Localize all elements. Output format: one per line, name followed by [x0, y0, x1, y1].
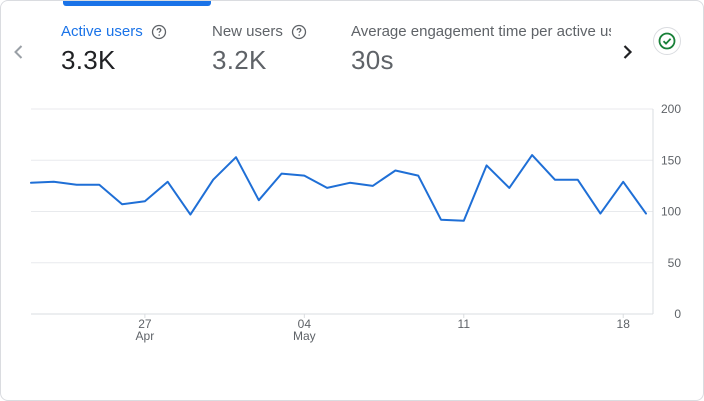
data-point [598, 212, 602, 216]
data-point [302, 174, 306, 178]
data-point [507, 186, 511, 190]
data-point [371, 184, 375, 188]
data-point [325, 186, 329, 190]
tab-new-users[interactable]: New users 3.2K [202, 1, 332, 81]
help-circle-icon[interactable] [151, 24, 167, 40]
y-tick-label: 200 [661, 102, 681, 116]
tab-label-text: Active users [61, 23, 143, 40]
help-circle-icon[interactable] [291, 24, 307, 40]
x-tick-month-label: May [293, 329, 316, 343]
data-point [143, 199, 147, 203]
data-point [75, 183, 79, 187]
data-point [553, 178, 557, 182]
data-point [439, 218, 443, 222]
y-tick-label: 50 [668, 256, 682, 270]
data-point [257, 198, 261, 202]
x-tick-label: 18 [617, 317, 631, 331]
data-point [621, 180, 625, 184]
data-point [393, 169, 397, 173]
data-point [644, 212, 648, 216]
data-point [530, 153, 534, 157]
x-tick-label: 04 [298, 317, 312, 331]
tab-label-new-users: New users [212, 23, 307, 40]
tab-value-new-users: 3.2K [212, 45, 267, 75]
x-tick-label: 27 [138, 317, 152, 331]
tab-active-indicator [63, 1, 211, 6]
data-point [52, 180, 56, 184]
data-point [462, 219, 466, 223]
tab-average-engagement-time[interactable]: Average engagement time per active us 30… [341, 1, 611, 81]
data-point [188, 213, 192, 217]
y-tick-label: 0 [674, 307, 681, 321]
y-tick-label: 100 [661, 205, 681, 219]
y-tick-label: 150 [661, 153, 681, 167]
data-point [97, 183, 101, 187]
data-point [234, 155, 238, 159]
data-point [280, 172, 284, 176]
tab-label-average-engagement-time: Average engagement time per active us [351, 23, 611, 40]
x-tick-month-label: Apr [136, 329, 155, 343]
data-point [576, 178, 580, 182]
tab-active-users[interactable]: Active users 3.3K [51, 1, 211, 81]
data-point [29, 181, 33, 185]
data-point [416, 174, 420, 178]
data-point [211, 178, 215, 182]
chevron-left-icon[interactable] [7, 40, 31, 64]
tab-label-text: New users [212, 23, 283, 40]
tab-value-average-engagement-time: 30s [351, 45, 394, 75]
check-circle-icon[interactable] [653, 27, 681, 55]
tab-label-active-users: Active users [61, 23, 167, 40]
data-point [166, 180, 170, 184]
data-point [485, 163, 489, 167]
metric-tabs: Active users 3.3K New users 3.2K Average… [51, 1, 611, 81]
series-line [30, 154, 647, 222]
tab-value-active-users: 3.3K [61, 45, 116, 75]
data-point [348, 181, 352, 185]
chevron-right-icon[interactable] [615, 40, 639, 64]
x-tick-label: 11 [458, 317, 471, 331]
data-point [120, 202, 124, 206]
